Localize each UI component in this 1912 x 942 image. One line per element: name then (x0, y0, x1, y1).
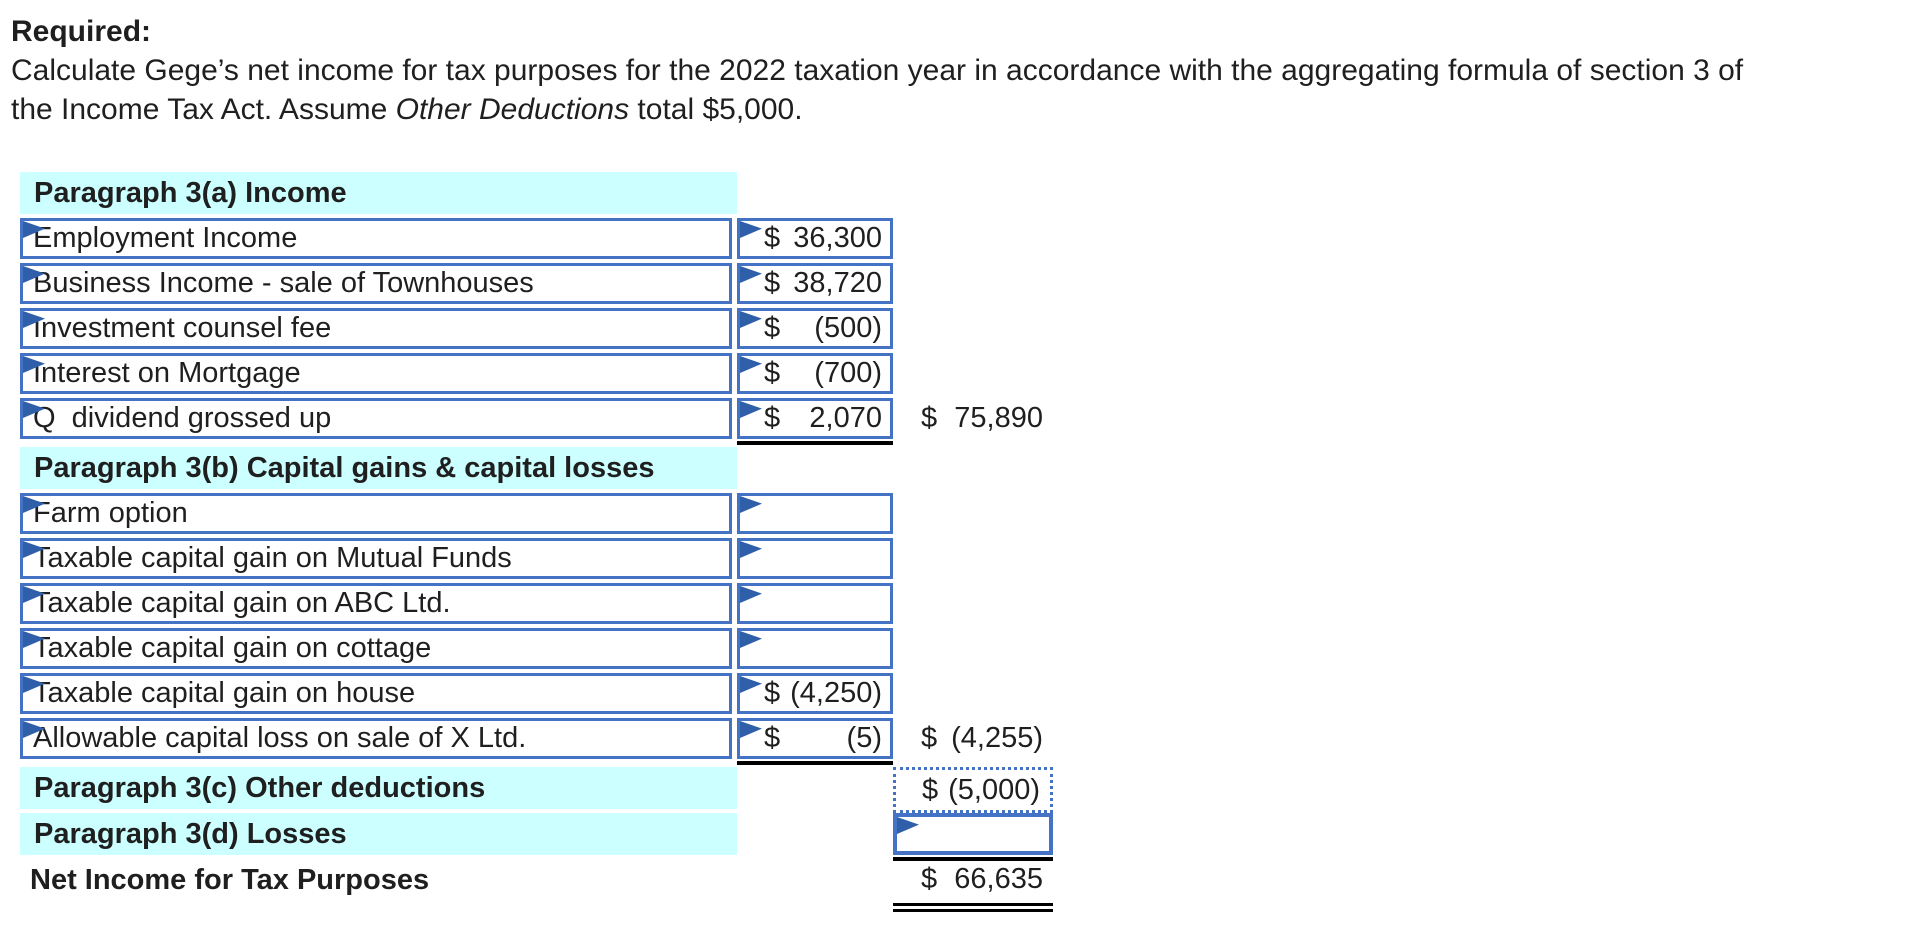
section-header-3c: Paragraph 3(c) Other deductions (20, 767, 737, 809)
section-row-3d: Paragraph 3(d) Losses (20, 813, 1055, 861)
instructions-line2-pre: the Income Tax Act. Assume (11, 93, 396, 126)
currency-symbol: $ (764, 722, 781, 754)
cell-flag-icon (897, 817, 919, 834)
value-cell-gain-mutual-funds[interactable] (737, 538, 893, 579)
label-cell-dividend-grossed-up[interactable]: Q dividend grossed up (20, 398, 732, 439)
cell-flag-icon (740, 356, 762, 373)
cell-flag-icon (740, 221, 762, 238)
value-cell-business-income[interactable]: $38,720 (737, 263, 893, 304)
table-row: Q dividend grossed up $2,070 $75,890 (20, 398, 1055, 445)
instructions-block: Required: Calculate Gege’s net income fo… (11, 12, 1906, 129)
table-row: Taxable capital gain on cottage (20, 628, 1055, 669)
cell-flag-icon (740, 496, 762, 513)
label-cell-gain-house[interactable]: Taxable capital gain on house (20, 673, 732, 714)
instructions-line2-post: total $5,000. (629, 93, 803, 126)
currency-symbol: $ (764, 402, 781, 434)
subtotal-3a-income: $75,890 (893, 398, 1053, 439)
net-income-total: $66,635 (893, 859, 1053, 900)
cell-value: (500) (814, 312, 882, 344)
total-value-text: 66,635 (954, 863, 1043, 895)
value-cell-investment-counsel-fee[interactable]: $ (500) (737, 308, 893, 349)
instructions-line1: Calculate Gege’s net income for tax purp… (11, 54, 1744, 87)
label-cell-farm-option[interactable]: Farm option (20, 493, 732, 534)
instructions-line2: the Income Tax Act. Assume Other Deducti… (11, 90, 1906, 129)
label-cell-investment-counsel-fee[interactable]: Investment counsel fee (20, 308, 732, 349)
cell-flag-icon (740, 401, 762, 418)
cell-flag-icon (740, 631, 762, 648)
cell-value: (5,000) (948, 773, 1040, 806)
currency-symbol: $ (764, 222, 781, 254)
net-income-label: Net Income for Tax Purposes (30, 864, 430, 896)
table-row: Taxable capital gain on house $ (4,250) (20, 673, 1055, 714)
subtotal-single-underline (737, 761, 893, 765)
cell-flag-icon (740, 311, 762, 328)
section-header-3b: Paragraph 3(b) Capital gains & capital l… (20, 447, 737, 489)
value-cell-farm-option[interactable] (737, 493, 893, 534)
cell-value: (5) (846, 722, 882, 754)
cell-flag-icon (740, 541, 762, 558)
currency-symbol: $ (921, 722, 938, 754)
subtotal-3b-capital-gains: $ (4,255) (893, 718, 1053, 759)
losses-value-cell[interactable] (893, 813, 1053, 855)
section-row-3b: Paragraph 3(b) Capital gains & capital l… (20, 447, 1055, 489)
label-cell-employment-income[interactable]: Employment Income (20, 218, 732, 259)
total-single-underline (893, 857, 1053, 861)
table-row: Taxable capital gain on Mutual Funds (20, 538, 1055, 579)
subtotal-value: (4,255) (951, 722, 1043, 754)
label-cell-gain-mutual-funds[interactable]: Taxable capital gain on Mutual Funds (20, 538, 732, 579)
currency-symbol: $ (921, 402, 938, 434)
table-row: Employment Income $36,300 (20, 218, 1055, 259)
cell-value: 2,070 (809, 402, 882, 434)
other-deductions-value-cell[interactable]: $ (5,000) (893, 767, 1053, 813)
currency-symbol: $ (921, 863, 938, 895)
cell-value: (700) (814, 357, 882, 389)
cell-flag-icon (740, 676, 762, 693)
currency-symbol: $ (922, 773, 939, 806)
section-row-3a: Paragraph 3(a) Income (20, 172, 1055, 214)
section-row-3c: Paragraph 3(c) Other deductions $ (5,000) (20, 767, 1055, 813)
currency-symbol: $ (764, 312, 781, 344)
total-row: Net Income for Tax Purposes $66,635 (20, 859, 1055, 912)
value-cell-employment-income[interactable]: $36,300 (737, 218, 893, 259)
instructions-heading: Required: (11, 15, 152, 48)
label-cell-gain-abc-ltd[interactable]: Taxable capital gain on ABC Ltd. (20, 583, 732, 624)
worksheet: Paragraph 3(a) Income Employment Income … (20, 172, 1055, 912)
value-cell-gain-house[interactable]: $ (4,250) (737, 673, 893, 714)
cell-value: 38,720 (793, 267, 882, 299)
section-header-3a: Paragraph 3(a) Income (20, 172, 737, 214)
value-cell-gain-abc-ltd[interactable] (737, 583, 893, 624)
label-cell-interest-on-mortgage[interactable]: Interest on Mortgage (20, 353, 732, 394)
label-cell-gain-cottage[interactable]: Taxable capital gain on cottage (20, 628, 732, 669)
cell-value: (4,250) (790, 677, 882, 709)
cell-flag-icon (740, 266, 762, 283)
subtotal-single-underline (737, 441, 893, 445)
currency-symbol: $ (764, 357, 781, 389)
label-cell-loss-x-ltd[interactable]: Allowable capital loss on sale of X Ltd. (20, 718, 732, 759)
table-row: Allowable capital loss on sale of X Ltd.… (20, 718, 1055, 765)
section-header-3d: Paragraph 3(d) Losses (20, 813, 737, 855)
subtotal-value: 75,890 (954, 402, 1043, 434)
table-row: Business Income - sale of Townhouses $38… (20, 263, 1055, 304)
cell-value: 36,300 (793, 222, 882, 254)
table-row: Farm option (20, 493, 1055, 534)
instructions-line2-italic: Other Deductions (395, 93, 630, 126)
cell-flag-icon (740, 586, 762, 603)
cell-flag-icon (740, 721, 762, 738)
currency-symbol: $ (764, 267, 781, 299)
currency-symbol: $ (764, 677, 781, 709)
table-row: Investment counsel fee $ (500) (20, 308, 1055, 349)
value-cell-dividend-grossed-up[interactable]: $2,070 (737, 398, 893, 439)
table-row: Interest on Mortgage $ (700) (20, 353, 1055, 394)
label-cell-business-income[interactable]: Business Income - sale of Townhouses (20, 263, 732, 304)
value-cell-gain-cottage[interactable] (737, 628, 893, 669)
total-double-underline (893, 903, 1053, 912)
value-cell-loss-x-ltd[interactable]: $ (5) (737, 718, 893, 759)
table-row: Taxable capital gain on ABC Ltd. (20, 583, 1055, 624)
value-cell-interest-on-mortgage[interactable]: $ (700) (737, 353, 893, 394)
